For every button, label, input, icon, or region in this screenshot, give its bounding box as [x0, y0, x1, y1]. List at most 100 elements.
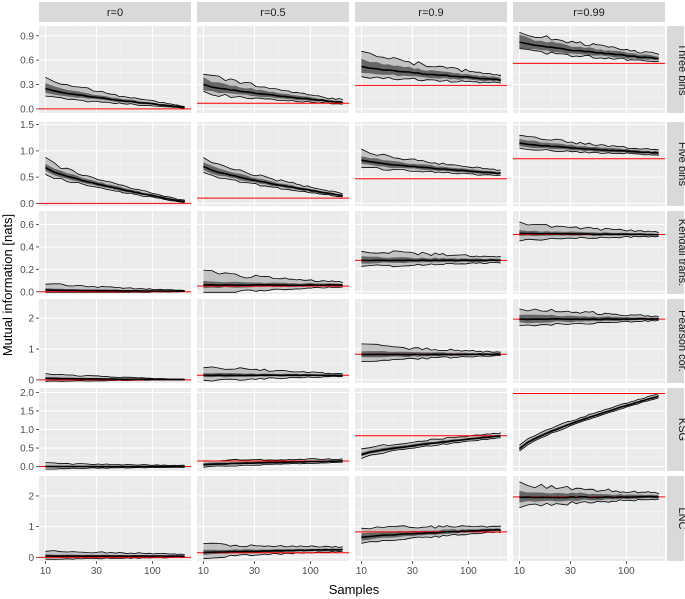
upper-quantile-line	[203, 458, 343, 462]
upper-quantile-line	[361, 432, 501, 450]
panel-3-1	[197, 299, 349, 383]
y-tick-label-2-1: 0.2	[20, 265, 34, 276]
outer-quantile-band	[203, 157, 343, 198]
panel-1-1	[197, 122, 349, 206]
panel-1-0	[39, 122, 191, 206]
upper-quantile-line	[519, 393, 659, 446]
panel-background	[39, 211, 191, 294]
row-strip-0	[667, 26, 684, 113]
median-line	[519, 41, 659, 60]
x-tick-label-0-1: 30	[91, 566, 103, 577]
panel-2-0	[39, 211, 191, 294]
lower-quantile-line	[519, 397, 659, 452]
y-tick-label-1-1: 0.5	[20, 173, 34, 184]
column-strip-label-0: r=0	[107, 7, 123, 19]
panel-5-2	[355, 476, 507, 561]
y-tick-label-5-1: 1	[28, 522, 34, 533]
upper-quantile-line	[203, 542, 343, 549]
upper-quantile-line	[203, 157, 343, 195]
upper-quantile-line	[361, 525, 501, 530]
y-tick-label-1-3: 1.5	[20, 120, 34, 131]
lower-quantile-line	[519, 498, 659, 509]
y-tick-label-0-1: 0.3	[20, 80, 34, 91]
x-tick-label-2-0: 10	[356, 566, 368, 577]
y-tick-label-3-0: 0	[28, 375, 34, 386]
median-line	[45, 87, 185, 109]
y-tick-label-1-2: 1.0	[20, 146, 34, 157]
inner-quantile-band	[519, 34, 659, 61]
upper-quantile-line	[519, 32, 659, 56]
panel-3-3	[513, 299, 665, 383]
panel-4-0	[39, 388, 191, 471]
panel-5-3	[513, 476, 665, 561]
panel-0-1	[197, 26, 349, 113]
panel-background	[513, 211, 665, 294]
lower-quantile-line	[519, 147, 659, 156]
median-line	[361, 435, 502, 456]
y-tick-label-4-0: 0.0	[20, 462, 34, 473]
upper-quantile-line	[519, 481, 659, 495]
row-strip-5	[667, 476, 684, 561]
column-strip-label-1: r=0.5	[260, 7, 285, 19]
panel-background	[39, 476, 191, 561]
panel-background	[39, 299, 191, 383]
median-line	[518, 395, 659, 450]
median-line	[203, 83, 344, 104]
upper-quantile-line	[361, 250, 501, 258]
y-tick-label-0-3: 0.9	[20, 31, 34, 42]
panel-0-0	[39, 26, 191, 113]
x-tick-label-2-2: 100	[460, 566, 477, 577]
lower-quantile-line	[361, 437, 501, 459]
row-strip-1	[667, 122, 684, 206]
median-line	[361, 528, 502, 539]
median-line	[519, 142, 659, 154]
upper-quantile-line	[45, 76, 185, 107]
lower-quantile-line	[361, 76, 501, 84]
y-tick-label-4-2: 1.0	[20, 425, 34, 436]
lower-quantile-line	[45, 174, 185, 203]
row-strip-label-0: Three bins	[676, 44, 685, 96]
row-strip-label-1: Five bins	[676, 142, 685, 187]
lower-quantile-line	[519, 320, 659, 327]
panel-3-0	[39, 299, 191, 383]
y-tick-label-2-2: 0.4	[20, 242, 34, 253]
median-line	[519, 495, 659, 499]
x-tick-label-2-1: 30	[407, 566, 419, 577]
x-tick-label-3-1: 30	[565, 566, 577, 577]
median-line	[519, 232, 659, 236]
column-strip-1	[197, 2, 349, 22]
y-tick-label-1-0: 0.0	[20, 199, 34, 210]
row-strip-label-3: Pearson cor.	[676, 310, 685, 372]
lower-quantile-line	[203, 286, 343, 293]
panel-4-3	[513, 388, 665, 471]
median-line	[361, 259, 501, 262]
panel-0-3	[513, 26, 665, 113]
lower-quantile-line	[361, 531, 501, 544]
upper-quantile-line	[45, 156, 185, 201]
upper-quantile-line	[203, 73, 343, 101]
median-line	[45, 166, 186, 203]
median-line	[45, 289, 185, 293]
y-tick-label-2-3: 0.6	[20, 220, 34, 231]
y-axis-title: Mutual information [nats]	[0, 214, 15, 356]
y-tick-label-0-0: 0.0	[20, 104, 34, 115]
column-strip-0	[39, 2, 191, 22]
panel-2-1	[197, 211, 349, 294]
x-tick-label-0-0: 10	[40, 566, 52, 577]
median-line	[361, 65, 502, 82]
row-strip-4	[667, 388, 684, 471]
upper-quantile-line	[45, 283, 185, 291]
panel-5-0	[39, 476, 191, 561]
median-line	[203, 283, 343, 287]
column-strip-3	[513, 2, 665, 22]
y-tick-label-5-0: 0	[28, 553, 34, 564]
inner-quantile-band	[203, 77, 343, 104]
panel-2-2	[355, 211, 507, 294]
y-tick-label-4-4: 2.0	[20, 388, 34, 399]
upper-quantile-line	[203, 366, 343, 375]
lower-quantile-line	[203, 172, 343, 198]
row-strip-2	[667, 211, 684, 294]
column-strip-label-2: r=0.9	[418, 7, 443, 19]
y-tick-label-3-1: 1	[28, 345, 34, 356]
x-tick-label-3-0: 10	[514, 566, 526, 577]
